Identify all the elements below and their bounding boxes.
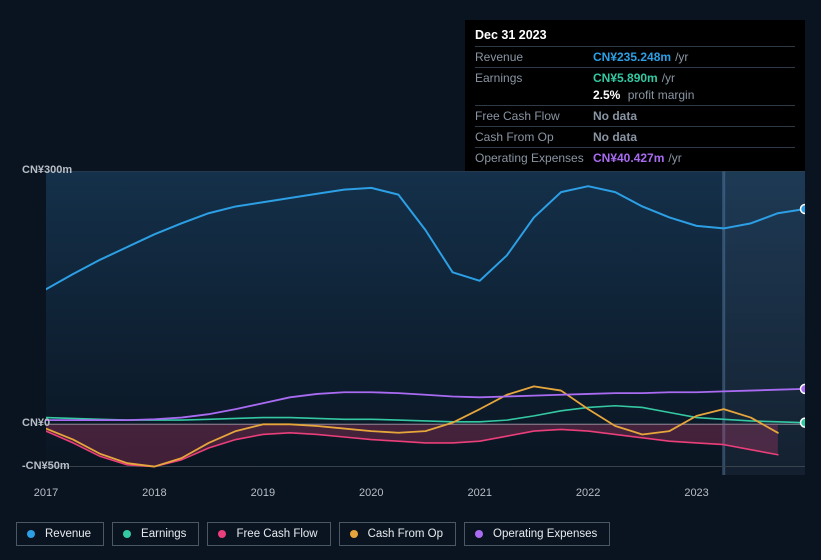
tooltip-row-label: Revenue (475, 50, 593, 64)
tooltip-subrow-text: profit margin (624, 88, 694, 102)
legend-item-earnings[interactable]: Earnings (112, 522, 199, 546)
tooltip-row: EarningsCN¥5.890m/yr (475, 67, 795, 88)
legend-item-fcf[interactable]: Free Cash Flow (207, 522, 330, 546)
y-tick-label: CN¥300m (22, 164, 72, 176)
tooltip-row-value: No data (593, 109, 637, 123)
legend-dot-icon (350, 530, 358, 538)
tooltip-row-value: CN¥5.890m (593, 71, 658, 85)
tooltip-row-label: Free Cash Flow (475, 109, 593, 123)
legend-dot-icon (27, 530, 35, 538)
tooltip-row-suffix: /yr (675, 50, 688, 64)
legend-dot-icon (123, 530, 131, 538)
y-tick-label: -CN¥50m (22, 460, 70, 472)
x-tick-label: 2019 (251, 487, 275, 499)
legend-item-cfo[interactable]: Cash From Op (339, 522, 456, 546)
x-tick-label: 2017 (34, 487, 58, 499)
legend-label: Cash From Op (368, 528, 443, 540)
tooltip-subrow-bold: 2.5% (593, 88, 620, 102)
tooltip-row: Free Cash FlowNo data (475, 105, 795, 126)
x-tick-label: 2021 (467, 487, 491, 499)
tooltip-row: RevenueCN¥235.248m/yr (475, 46, 795, 67)
legend-label: Revenue (45, 528, 91, 540)
x-tick-label: 2018 (142, 487, 166, 499)
tooltip-date: Dec 31 2023 (475, 28, 795, 46)
legend-label: Earnings (141, 528, 186, 540)
x-tick-label: 2023 (684, 487, 708, 499)
tooltip-rows: RevenueCN¥235.248m/yrEarningsCN¥5.890m/y… (475, 46, 795, 168)
tooltip-row-label: Earnings (475, 71, 593, 85)
chart-tooltip: Dec 31 2023 RevenueCN¥235.248m/yrEarning… (465, 20, 805, 174)
x-tick-label: 2020 (359, 487, 383, 499)
financials-chart: CN¥300m CN¥0 -CN¥50m 2017 2018 2019 2020 2021 20… (16, 155, 805, 510)
legend-item-revenue[interactable]: Revenue (16, 522, 104, 546)
x-tick-label: 2022 (576, 487, 600, 499)
legend-item-opex[interactable]: Operating Expenses (464, 522, 610, 546)
tooltip-row-label: Cash From Op (475, 130, 593, 144)
chart-plot[interactable] (46, 171, 805, 475)
tooltip-row: Cash From OpNo data (475, 126, 795, 147)
legend-dot-icon (218, 530, 226, 538)
legend-label: Operating Expenses (493, 528, 597, 540)
chart-svg (46, 171, 805, 475)
tooltip-row-suffix: /yr (662, 71, 675, 85)
y-tick-label: CN¥0 (22, 417, 50, 429)
legend-dot-icon (475, 530, 483, 538)
tooltip-row-value: CN¥235.248m (593, 50, 671, 64)
tooltip-row-value: No data (593, 130, 637, 144)
tooltip-subrow: 2.5% profit margin (475, 88, 795, 105)
legend-label: Free Cash Flow (236, 528, 317, 540)
chart-legend: Revenue Earnings Free Cash Flow Cash From O… (16, 522, 610, 546)
